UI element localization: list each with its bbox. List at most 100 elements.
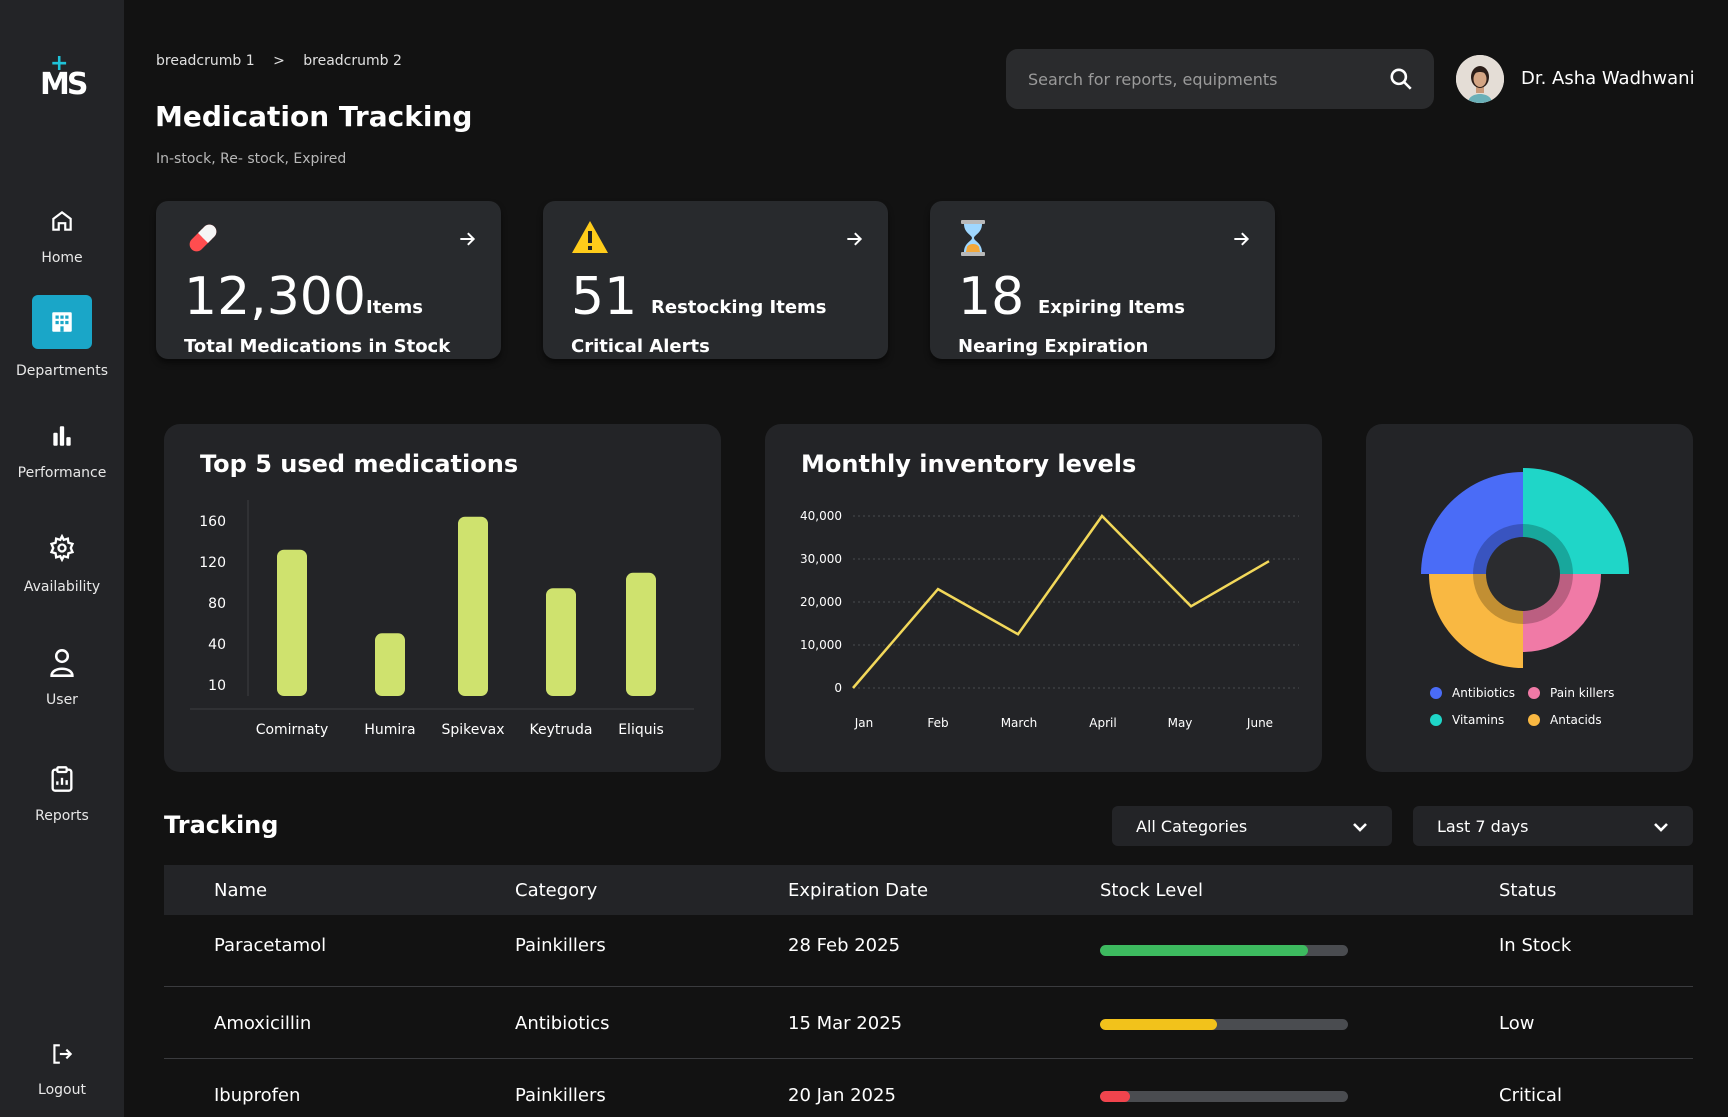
bar-chart: 160 120 80 40 10 Comirnaty Humira Spikevax Keytr… <box>190 500 694 738</box>
legend-item-antibiotics: Antibiotics <box>1430 686 1515 700</box>
stat-value: 12,300 <box>184 267 366 327</box>
sidebar-item-departments[interactable]: Departments <box>0 295 124 379</box>
legend-dot <box>1430 687 1442 699</box>
stat-label: Critical Alerts <box>571 336 710 357</box>
legend-item-pain-killers: Pain killers <box>1528 686 1614 700</box>
x-tick-label: Spikevax <box>441 722 504 738</box>
table-row[interactable]: Paracetamol Painkillers 28 Feb 2025 In S… <box>164 915 1693 987</box>
line-chart: 40,000 30,000 20,000 10,000 0 Jan Feb March Apri… <box>800 509 1299 730</box>
column-header-category[interactable]: Category <box>515 880 598 901</box>
cell-expiration: 20 Jan 2025 <box>788 1085 896 1106</box>
cell-status: Low <box>1499 1013 1535 1034</box>
stock-level-bar <box>1100 1091 1348 1102</box>
stat-value: 51 <box>571 267 638 327</box>
y-tick-label: 160 <box>199 514 226 530</box>
column-header-stock-level[interactable]: Stock Level <box>1100 880 1204 901</box>
cell-category: Painkillers <box>515 935 606 956</box>
cell-status: Critical <box>1499 1085 1562 1106</box>
y-tick-label: 30,000 <box>800 552 842 566</box>
sidebar-item-home[interactable]: Home <box>0 194 124 266</box>
search-bar <box>1006 49 1434 109</box>
date-filter-select[interactable]: Last 7 days <box>1413 806 1693 846</box>
sidebar-item-label: Home <box>41 250 83 266</box>
cell-expiration: 15 Mar 2025 <box>788 1013 903 1034</box>
arrow-right-icon[interactable] <box>1231 229 1251 253</box>
x-tick-label: Jan <box>854 716 874 730</box>
line-chart-panel: Monthly inventory levels 40,000 30,000 20,… <box>765 424 1322 772</box>
sidebar-item-availability[interactable]: Availability <box>0 521 124 595</box>
search-input[interactable] <box>1028 49 1368 109</box>
search-icon[interactable] <box>1388 66 1414 96</box>
bar-comirnaty <box>277 549 307 696</box>
pill-icon <box>184 219 222 266</box>
arrow-right-icon[interactable] <box>844 229 864 253</box>
sidebar-item-label: Departments <box>15 363 108 379</box>
bar-eliquis <box>626 572 656 696</box>
warning-icon <box>571 219 609 264</box>
breadcrumb: breadcrumb 1 > breadcrumb 2 <box>156 53 416 69</box>
table-row[interactable]: Amoxicillin Antibiotics 15 Mar 2025 Low <box>164 987 1693 1059</box>
y-tick-label: 120 <box>199 555 226 571</box>
cell-expiration: 28 Feb 2025 <box>788 935 901 956</box>
y-tick-label: 40,000 <box>800 509 842 523</box>
legend-dot <box>1528 687 1540 699</box>
x-tick-label: March <box>1001 716 1038 730</box>
sidebar-item-reports[interactable]: Reports <box>0 752 124 824</box>
stock-level-fill <box>1100 945 1309 956</box>
legend-label: Antacids <box>1550 713 1602 727</box>
cell-status: In Stock <box>1499 935 1572 956</box>
chart-title: Monthly inventory levels <box>801 450 1137 478</box>
pie-center <box>1486 537 1560 611</box>
stat-unit: Items <box>366 297 423 318</box>
cell-category: Antibiotics <box>515 1013 610 1034</box>
y-tick-label: 10,000 <box>800 638 842 652</box>
user-icon <box>32 636 92 690</box>
arrow-right-icon[interactable] <box>457 229 477 253</box>
x-tick-label: June <box>1246 716 1273 730</box>
gear-icon <box>32 521 92 575</box>
home-icon <box>32 194 92 248</box>
legend-item-vitamins: Vitamins <box>1430 713 1504 727</box>
y-tick-label: 20,000 <box>800 595 842 609</box>
table-header: Name Category Expiration Date Stock Leve… <box>164 865 1693 915</box>
stock-level-fill <box>1100 1019 1217 1030</box>
legend-dot <box>1528 714 1540 726</box>
stat-card-total-medications[interactable]: 12,300 Items Total Medications in Stock <box>156 201 501 359</box>
logout-label: Logout <box>38 1082 86 1098</box>
legend-label: Antibiotics <box>1452 686 1516 700</box>
pie-slice-vitamins <box>1523 468 1629 574</box>
bar-chart-panel: Top 5 used medications 160 120 80 40 10 Comir… <box>164 424 721 772</box>
chevron-down-icon <box>1352 819 1368 838</box>
hourglass-icon <box>958 219 988 266</box>
user-name[interactable]: Dr. Asha Wadhwani <box>1521 68 1695 89</box>
x-tick-label: Eliquis <box>618 722 664 738</box>
sidebar-item-performance[interactable]: Performance <box>0 409 124 481</box>
sidebar-item-user[interactable]: User <box>0 636 124 708</box>
breadcrumb-item[interactable]: breadcrumb 2 <box>303 53 402 69</box>
logo-text: MS <box>40 67 89 102</box>
legend-dot <box>1430 714 1442 726</box>
breadcrumb-item[interactable]: breadcrumb 1 <box>156 53 255 69</box>
stat-unit: Expiring Items <box>1038 297 1185 318</box>
stat-unit: Restocking Items <box>651 297 827 318</box>
sidebar-item-label: User <box>46 692 78 708</box>
logout-button[interactable]: Logout <box>0 1030 124 1098</box>
column-header-status[interactable]: Status <box>1499 880 1557 901</box>
x-tick-label: Feb <box>927 716 948 730</box>
column-header-expiration[interactable]: Expiration Date <box>788 880 929 901</box>
app-logo[interactable]: + MS <box>38 51 89 102</box>
stat-card-expiring-items[interactable]: 18 Expiring Items Nearing Expiration <box>930 201 1275 359</box>
column-header-name[interactable]: Name <box>214 880 268 901</box>
sidebar: + MS Home Departments Performance Availa… <box>0 0 124 1117</box>
sidebar-item-label: Availability <box>23 579 101 595</box>
legend-label: Pain killers <box>1550 686 1615 700</box>
category-filter-select[interactable]: All Categories <box>1112 806 1392 846</box>
avatar[interactable] <box>1456 55 1504 103</box>
bar-keytruda <box>546 588 576 696</box>
stock-level-bar <box>1100 945 1348 956</box>
plus-icon: + <box>50 51 69 76</box>
bar-humira <box>375 633 405 696</box>
table-row[interactable]: Ibuprofen Painkillers 20 Jan 2025 Critic… <box>164 1059 1693 1117</box>
sidebar-item-label: Reports <box>35 808 89 824</box>
stat-card-critical-alerts[interactable]: 51 Restocking Items Critical Alerts <box>543 201 888 359</box>
